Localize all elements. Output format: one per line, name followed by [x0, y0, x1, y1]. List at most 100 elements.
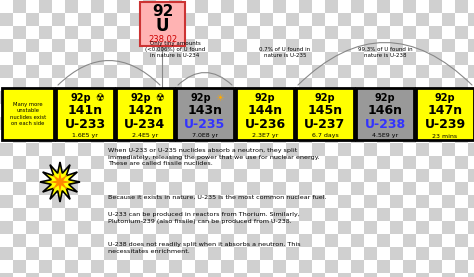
Bar	[156, 182, 169, 195]
Bar	[26, 0, 39, 13]
Bar	[325, 117, 338, 130]
Bar	[156, 52, 169, 65]
Bar	[338, 104, 351, 117]
Bar	[39, 247, 52, 260]
Bar	[299, 78, 312, 91]
Bar	[377, 143, 390, 156]
Bar	[0, 52, 13, 65]
Bar	[0, 117, 13, 130]
Text: 92: 92	[152, 4, 173, 19]
Bar	[13, 130, 26, 143]
Bar	[91, 260, 104, 273]
Bar	[286, 117, 299, 130]
Bar	[65, 234, 78, 247]
Text: ☀: ☀	[215, 93, 224, 103]
Bar	[52, 156, 65, 169]
Bar	[455, 208, 468, 221]
Bar	[182, 143, 195, 156]
Bar	[78, 78, 91, 91]
Bar	[364, 247, 377, 260]
Bar	[0, 221, 13, 234]
Bar	[208, 78, 221, 91]
Bar	[416, 208, 429, 221]
Bar	[156, 0, 169, 13]
Bar	[442, 156, 455, 169]
Bar	[247, 273, 260, 277]
Bar	[299, 52, 312, 65]
Bar	[364, 156, 377, 169]
Bar	[65, 182, 78, 195]
Bar	[221, 91, 234, 104]
Bar	[26, 117, 39, 130]
Bar	[325, 65, 338, 78]
Bar	[468, 130, 474, 143]
Bar	[247, 169, 260, 182]
Bar	[312, 26, 325, 39]
Bar	[208, 143, 221, 156]
Bar	[390, 130, 403, 143]
Bar	[26, 273, 39, 277]
Bar	[364, 52, 377, 65]
Bar	[169, 0, 182, 13]
Bar	[104, 169, 117, 182]
Bar	[299, 195, 312, 208]
Bar	[156, 234, 169, 247]
Bar	[234, 65, 247, 78]
Bar	[52, 169, 65, 182]
Bar	[273, 104, 286, 117]
Bar	[234, 143, 247, 156]
Bar	[78, 91, 91, 104]
Bar	[52, 65, 65, 78]
Bar	[130, 273, 143, 277]
Bar	[377, 91, 390, 104]
Bar	[182, 247, 195, 260]
Bar	[299, 26, 312, 39]
Bar	[26, 221, 39, 234]
Bar	[156, 104, 169, 117]
Bar	[286, 39, 299, 52]
Bar	[351, 52, 364, 65]
Bar	[130, 182, 143, 195]
Bar	[247, 26, 260, 39]
Bar	[299, 247, 312, 260]
Bar	[195, 117, 208, 130]
Bar	[195, 0, 208, 13]
Bar	[429, 156, 442, 169]
Bar	[208, 247, 221, 260]
Bar	[208, 156, 221, 169]
Bar	[130, 52, 143, 65]
Bar	[195, 208, 208, 221]
Bar	[247, 65, 260, 78]
Bar	[351, 221, 364, 234]
Bar	[429, 260, 442, 273]
Bar	[104, 117, 117, 130]
Bar	[26, 65, 39, 78]
Bar	[403, 208, 416, 221]
Bar	[65, 273, 78, 277]
Bar	[429, 195, 442, 208]
Bar	[273, 234, 286, 247]
Bar	[338, 143, 351, 156]
Bar	[429, 234, 442, 247]
Bar	[351, 182, 364, 195]
Bar	[377, 247, 390, 260]
Bar	[312, 13, 325, 26]
Bar	[403, 52, 416, 65]
Bar	[338, 13, 351, 26]
Bar	[455, 260, 468, 273]
Bar	[0, 169, 13, 182]
Bar	[403, 169, 416, 182]
Bar	[156, 221, 169, 234]
Bar	[312, 221, 325, 234]
Bar	[0, 234, 13, 247]
Bar	[260, 221, 273, 234]
Bar	[221, 104, 234, 117]
Bar	[377, 26, 390, 39]
Bar	[208, 182, 221, 195]
Bar	[156, 260, 169, 273]
Bar	[143, 52, 156, 65]
Text: 99.3% of U found in
nature is U-238: 99.3% of U found in nature is U-238	[358, 47, 412, 58]
Bar	[117, 195, 130, 208]
Bar	[468, 221, 474, 234]
Bar	[455, 247, 468, 260]
